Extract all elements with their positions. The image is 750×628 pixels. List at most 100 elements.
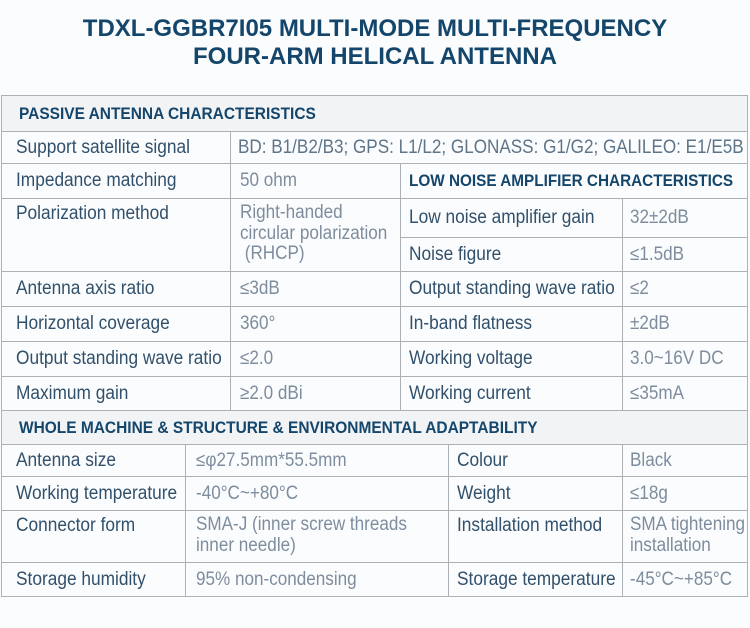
row-value-text: ≥2.0 dBi [240,382,303,404]
page-title: TDXL-GGBR7I05 MULTI-MODE MULTI-FREQUENCY… [0,0,750,71]
row-label-text: Output standing wave ratio [409,278,615,299]
row-size-and-colour: Antenna size ≤φ27.5mm*55.5mm Colour Blac… [1,444,748,477]
row-value-text: Right-handed circular polarization (RHCP… [240,202,388,264]
section-title-passive: PASSIVE ANTENNA CHARACTERISTICS [0,95,749,132]
row-impedance-and-lna-header: Impedance matching 50 ohm LOW NOISE AMPL… [1,163,749,199]
row-label-text: Working voltage [409,348,533,369]
row-value: -45°C~+85°C [622,562,748,597]
passive-and-lna-table: PASSIVE ANTENNA CHARACTERISTICS Support … [0,95,749,411]
row-value-text: ≤3dB [240,278,280,299]
row-coverage-and-flatness: Horizontal coverage 360° In-band flatnes… [1,306,749,342]
row-value: 95% non-condensing [185,562,449,597]
row-label: Installation method [448,510,623,563]
title-line-1: TDXL-GGBR7I05 MULTI-MODE MULTI-FREQUENCY [82,15,668,42]
row-value: ≤φ27.5mm*55.5mm [185,444,449,477]
row-label: Noise figure [400,237,623,272]
row-value: ≤2 [621,271,749,307]
row-label-text: Output standing wave ratio [16,348,222,369]
section-title-text: WHOLE MACHINE & STRUCTURE & ENVIRONMENTA… [19,417,538,437]
row-value: 32±2dB [621,198,749,238]
row-label: Antenna axis ratio [1,271,231,307]
row-value: 3.0~16V DC [621,341,749,377]
row-value: ≤1.5dB [621,237,749,272]
row-label-text: Storage temperature [457,568,616,590]
row-label-text: Support satellite signal [16,136,190,158]
row-value-text: ≤2 [630,278,649,299]
row-value-text: ≤18g [630,482,668,504]
row-noise-figure: Noise figure ≤1.5dB [2,237,749,272]
row-label: Horizontal coverage [1,306,231,342]
row-value-text: ≤2.0 [240,348,274,369]
section-header-row-passive: PASSIVE ANTENNA CHARACTERISTICS [0,95,749,132]
row-label: Working temperature [1,476,186,511]
row-label-text: Installation method [457,515,603,536]
row-connector-and-installation: Connector form SMA-J (inner screw thread… [1,510,748,563]
row-value: ≤3dB [230,271,401,307]
row-label-text: Working current [409,382,531,404]
row-value-text: 360° [240,313,276,334]
row-label-text: Impedance matching [16,170,177,191]
row-value-text: -45°C~+85°C [630,568,733,590]
row-value: Black [622,444,748,477]
row-label-text: Antenna size [16,449,116,471]
row-label-text: Weight [457,482,511,504]
row-label-text: In-band flatness [409,313,533,334]
row-vswr-and-voltage: Output standing wave ratio ≤2.0 Working … [1,341,749,377]
row-label: Output standing wave ratio [1,341,231,377]
row-value-text: ≤35mA [630,382,685,404]
row-value-text: -40°C~+80°C [196,482,299,504]
row-value: -40°C~+80°C [185,476,449,511]
row-label: Weight [448,476,623,511]
row-label: Storage temperature [448,562,623,597]
row-label-text: Maximum gain [16,382,129,404]
row-humidity-and-storage-temp: Storage humidity 95% non-condensing Stor… [1,562,748,597]
row-value-text: Black [630,449,672,471]
row-label-text: Low noise amplifier gain [409,207,595,228]
row-value: ±2dB [621,306,749,342]
row-label: Maximum gain [1,376,231,411]
row-label: Working voltage [400,341,623,377]
title-line-2: FOUR-ARM HELICAL ANTENNA [193,43,557,70]
row-value-text: 50 ohm [240,170,298,191]
row-label-text: Storage humidity [16,568,146,590]
row-label: Support satellite signal [1,131,231,164]
row-gain-and-current: Maximum gain ≥2.0 dBi Working current ≤3… [1,376,749,411]
row-value: SMA tightening installation [622,510,748,563]
row-label: Polarization method [1,198,231,272]
row-value: ≥2.0 dBi [230,376,401,411]
row-value-text: SMA tightening installation [630,514,746,556]
row-value: ≤2.0 [230,341,401,377]
row-label: Working current [400,376,623,411]
row-value: SMA-J (inner screw threads inner needle) [185,510,449,563]
row-value: 360° [230,306,401,342]
section-header-row-whole: WHOLE MACHINE & STRUCTURE & ENVIRONMENTA… [1,410,748,445]
row-value-text: ≤φ27.5mm*55.5mm [196,449,347,471]
row-label-text: Working temperature [16,482,178,504]
row-label: Connector form [1,510,186,563]
row-label-text: Horizontal coverage [16,313,170,334]
row-value-text: SMA-J (inner screw threads inner needle) [196,514,407,556]
row-value-text: BD: B1/B2/B3; GPS: L1/L2; GLONASS: G1/G2… [238,136,744,158]
row-value-text: ±2dB [630,313,670,334]
row-label-text: Noise figure [409,243,502,265]
row-value: ≤18g [622,476,748,511]
row-value: BD: B1/B2/B3; GPS: L1/L2; GLONASS: G1/G2… [229,131,749,164]
row-axis-ratio-and-lna-vswr: Antenna axis ratio ≤3dB Output standing … [1,271,749,307]
whole-machine-table: WHOLE MACHINE & STRUCTURE & ENVIRONMENTA… [1,410,748,597]
section-title-lna: LOW NOISE AMPLIFIER CHARACTERISTICS [399,163,749,199]
row-label: Antenna size [1,444,186,477]
row-label-text: Polarization method [16,203,169,224]
row-support-signal: Support satellite signal BD: B1/B2/B3; G… [1,131,749,164]
row-polarization-and-lna-gain: Polarization method Right-handed circula… [1,198,749,272]
row-value-text: 3.0~16V DC [630,348,724,369]
row-label: In-band flatness [400,306,623,342]
row-label-text: Connector form [16,515,136,536]
row-temp-and-weight: Working temperature -40°C~+80°C Weight ≤… [1,476,748,511]
row-label-text: Colour [457,449,508,471]
row-label: Output standing wave ratio [400,271,623,307]
row-label: Colour [448,444,623,477]
row-label: Low noise amplifier gain [400,198,623,238]
row-value-text: ≤1.5dB [630,243,685,265]
section-title-text: LOW NOISE AMPLIFIER CHARACTERISTICS [409,171,734,190]
